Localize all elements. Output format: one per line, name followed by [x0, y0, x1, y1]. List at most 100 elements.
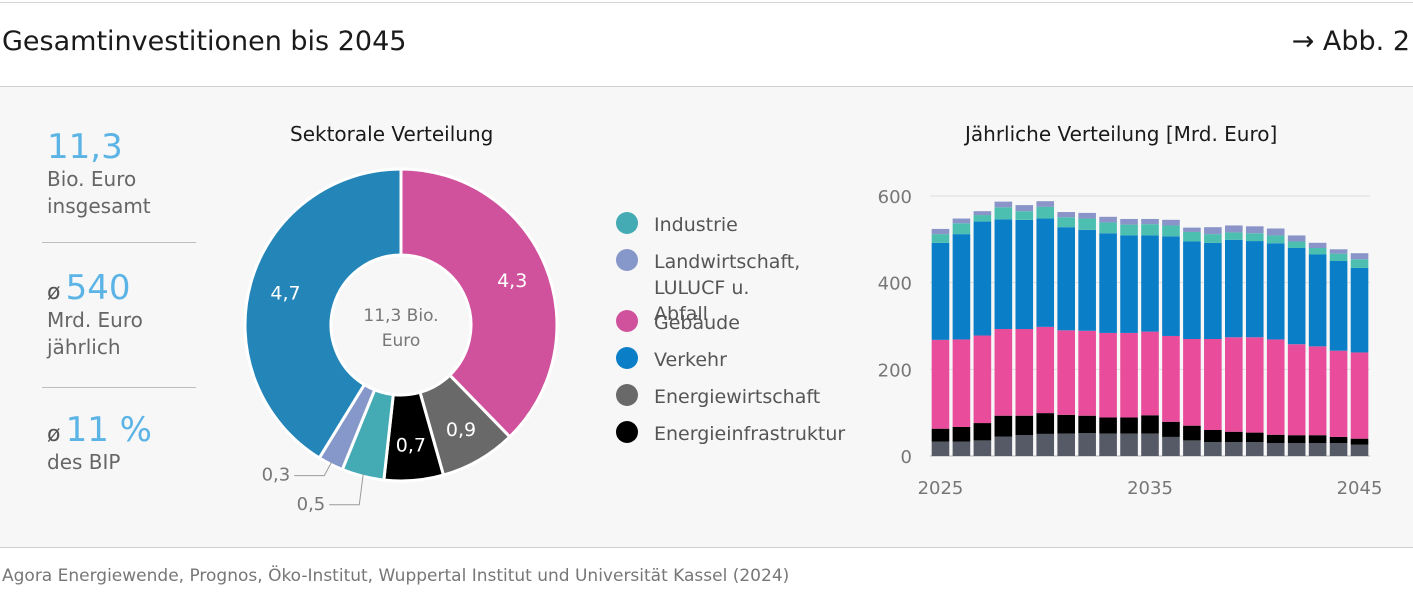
bar-segment: [1287, 241, 1306, 248]
bar-segment: [994, 207, 1013, 220]
bar-segment: [1350, 438, 1369, 445]
legend-item-gebaeude: Gebäude: [616, 310, 740, 336]
bar-segment: [1287, 443, 1306, 456]
bar-segment: [1225, 442, 1243, 456]
y-tick-label: 0: [901, 447, 912, 468]
bar-segment: [1183, 231, 1201, 242]
bar-segment: [1120, 433, 1138, 456]
bar-segment: [1183, 339, 1201, 426]
legend-swatch: [616, 421, 638, 443]
kpi-total-line1: Bio. Euro: [47, 167, 137, 191]
bar-segment: [1141, 433, 1159, 456]
kpi-annual-line2: jährlich: [47, 335, 121, 359]
legend-swatch: [616, 249, 638, 271]
bar-segment: [1015, 329, 1034, 416]
bar-segment: [1350, 267, 1369, 353]
bar-segment: [1141, 415, 1159, 434]
bar-segment: [1266, 443, 1285, 456]
bar-segment: [1204, 430, 1222, 443]
bar-segment: [1350, 253, 1369, 260]
legend-label: Gebäude: [654, 312, 740, 334]
bar-segment: [931, 242, 950, 340]
bar-segment: [1036, 413, 1055, 434]
bar-segment: [1162, 335, 1180, 422]
bar-segment: [1141, 224, 1159, 236]
bar-segment: [1162, 225, 1180, 237]
bar-segment: [1308, 254, 1327, 347]
bar-segment: [1120, 218, 1138, 225]
donut-center-label: 11,3 Bio.: [363, 306, 438, 326]
kpi-divider: [42, 242, 196, 243]
bar-segment: [952, 223, 971, 235]
kpi-gdp-prefix: ø: [47, 422, 61, 447]
bar-segment: [931, 234, 950, 243]
y-tick-label: 600: [878, 187, 912, 208]
bar-segment: [1099, 417, 1117, 434]
bar-segment: [1078, 415, 1096, 434]
bar-segment: [952, 218, 971, 224]
kpi-annual-value: 540: [65, 268, 131, 308]
y-tick-label: 200: [878, 360, 912, 381]
bar-segment: [1015, 219, 1034, 330]
bar-segment: [1329, 436, 1348, 443]
legend-item-energieinfrastruktur: Energieinfrastruktur: [616, 421, 845, 447]
donut-value-label: 0,9: [446, 419, 476, 441]
bar-segment: [994, 436, 1013, 456]
bar-segment: [1036, 326, 1055, 414]
kpi-annual-prefix: ø: [47, 280, 61, 305]
bar-segment: [1141, 331, 1159, 416]
bar-segment: [1057, 433, 1075, 456]
bar-segment: [1245, 442, 1264, 456]
bar-segment: [1350, 259, 1369, 268]
bar-segment: [1036, 218, 1055, 327]
donut-leader-line: [329, 474, 364, 506]
bar-segment: [1099, 233, 1117, 333]
bar-segment: [994, 415, 1013, 437]
donut-slice-0: [399, 167, 559, 439]
bar-segment: [1015, 211, 1034, 220]
y-tick-label: 400: [878, 274, 912, 295]
bar-segment: [952, 234, 971, 340]
bar-segment: [1245, 233, 1264, 242]
bar-segment: [1225, 337, 1243, 432]
bar-segment: [1162, 236, 1180, 336]
bar-segment: [1225, 431, 1243, 443]
bar-chart-title: Jährliche Verteilung [Mrd. Euro]: [965, 122, 1278, 146]
bar-segment: [1120, 417, 1138, 434]
bar-segment: [973, 440, 992, 456]
bar-segment: [1036, 433, 1055, 456]
bar-segment: [1183, 241, 1201, 339]
bar-segment: [1266, 434, 1285, 443]
bar-segment: [1036, 206, 1055, 219]
bar-segment: [931, 428, 950, 442]
legend-swatch: [616, 310, 638, 332]
bar-segment: [1225, 239, 1243, 338]
bar-segment: [1245, 432, 1264, 443]
figure-reference: → Abb. 2: [1291, 26, 1410, 57]
top-rule: [0, 2, 1413, 3]
bar-segment: [1329, 443, 1348, 456]
bar-segment: [1099, 433, 1117, 456]
bar-segment: [1120, 332, 1138, 418]
donut-chart: 4,3 0,9 0,7 0,5 0,3 4,7 11,3 Bio. Euro: [243, 167, 559, 515]
page-title: Gesamtinvestitionen bis 2045: [2, 26, 407, 57]
bar-segment: [1078, 330, 1096, 416]
bar-segment: [1308, 242, 1327, 248]
legend-label: Industrie: [654, 214, 738, 236]
kpi-total-value: 11,3: [47, 127, 123, 167]
x-tick-label: 2035: [1127, 478, 1173, 499]
bar-segment: [1225, 225, 1243, 233]
kpi-annual: ø 540 Mrd. Euro jährlich: [47, 269, 143, 361]
legend-item-energiewirtschaft: Energiewirtschaft: [616, 384, 820, 410]
legend-label: Energiewirtschaft: [654, 386, 821, 408]
bar-segment: [1141, 218, 1159, 225]
source-note: Agora Energiewende, Prognos, Öko-Institu…: [2, 566, 790, 586]
bar-segment: [1266, 228, 1285, 236]
bar-segment: [1245, 241, 1264, 338]
bar-segment: [1078, 433, 1096, 456]
legend-item-industrie: Industrie: [616, 212, 738, 238]
kpi-gdp-line1: des BIP: [47, 450, 121, 474]
x-tick-label: 2025: [918, 478, 964, 499]
donut-title: Sektorale Verteilung: [290, 122, 494, 146]
bar-segment: [1099, 332, 1117, 418]
